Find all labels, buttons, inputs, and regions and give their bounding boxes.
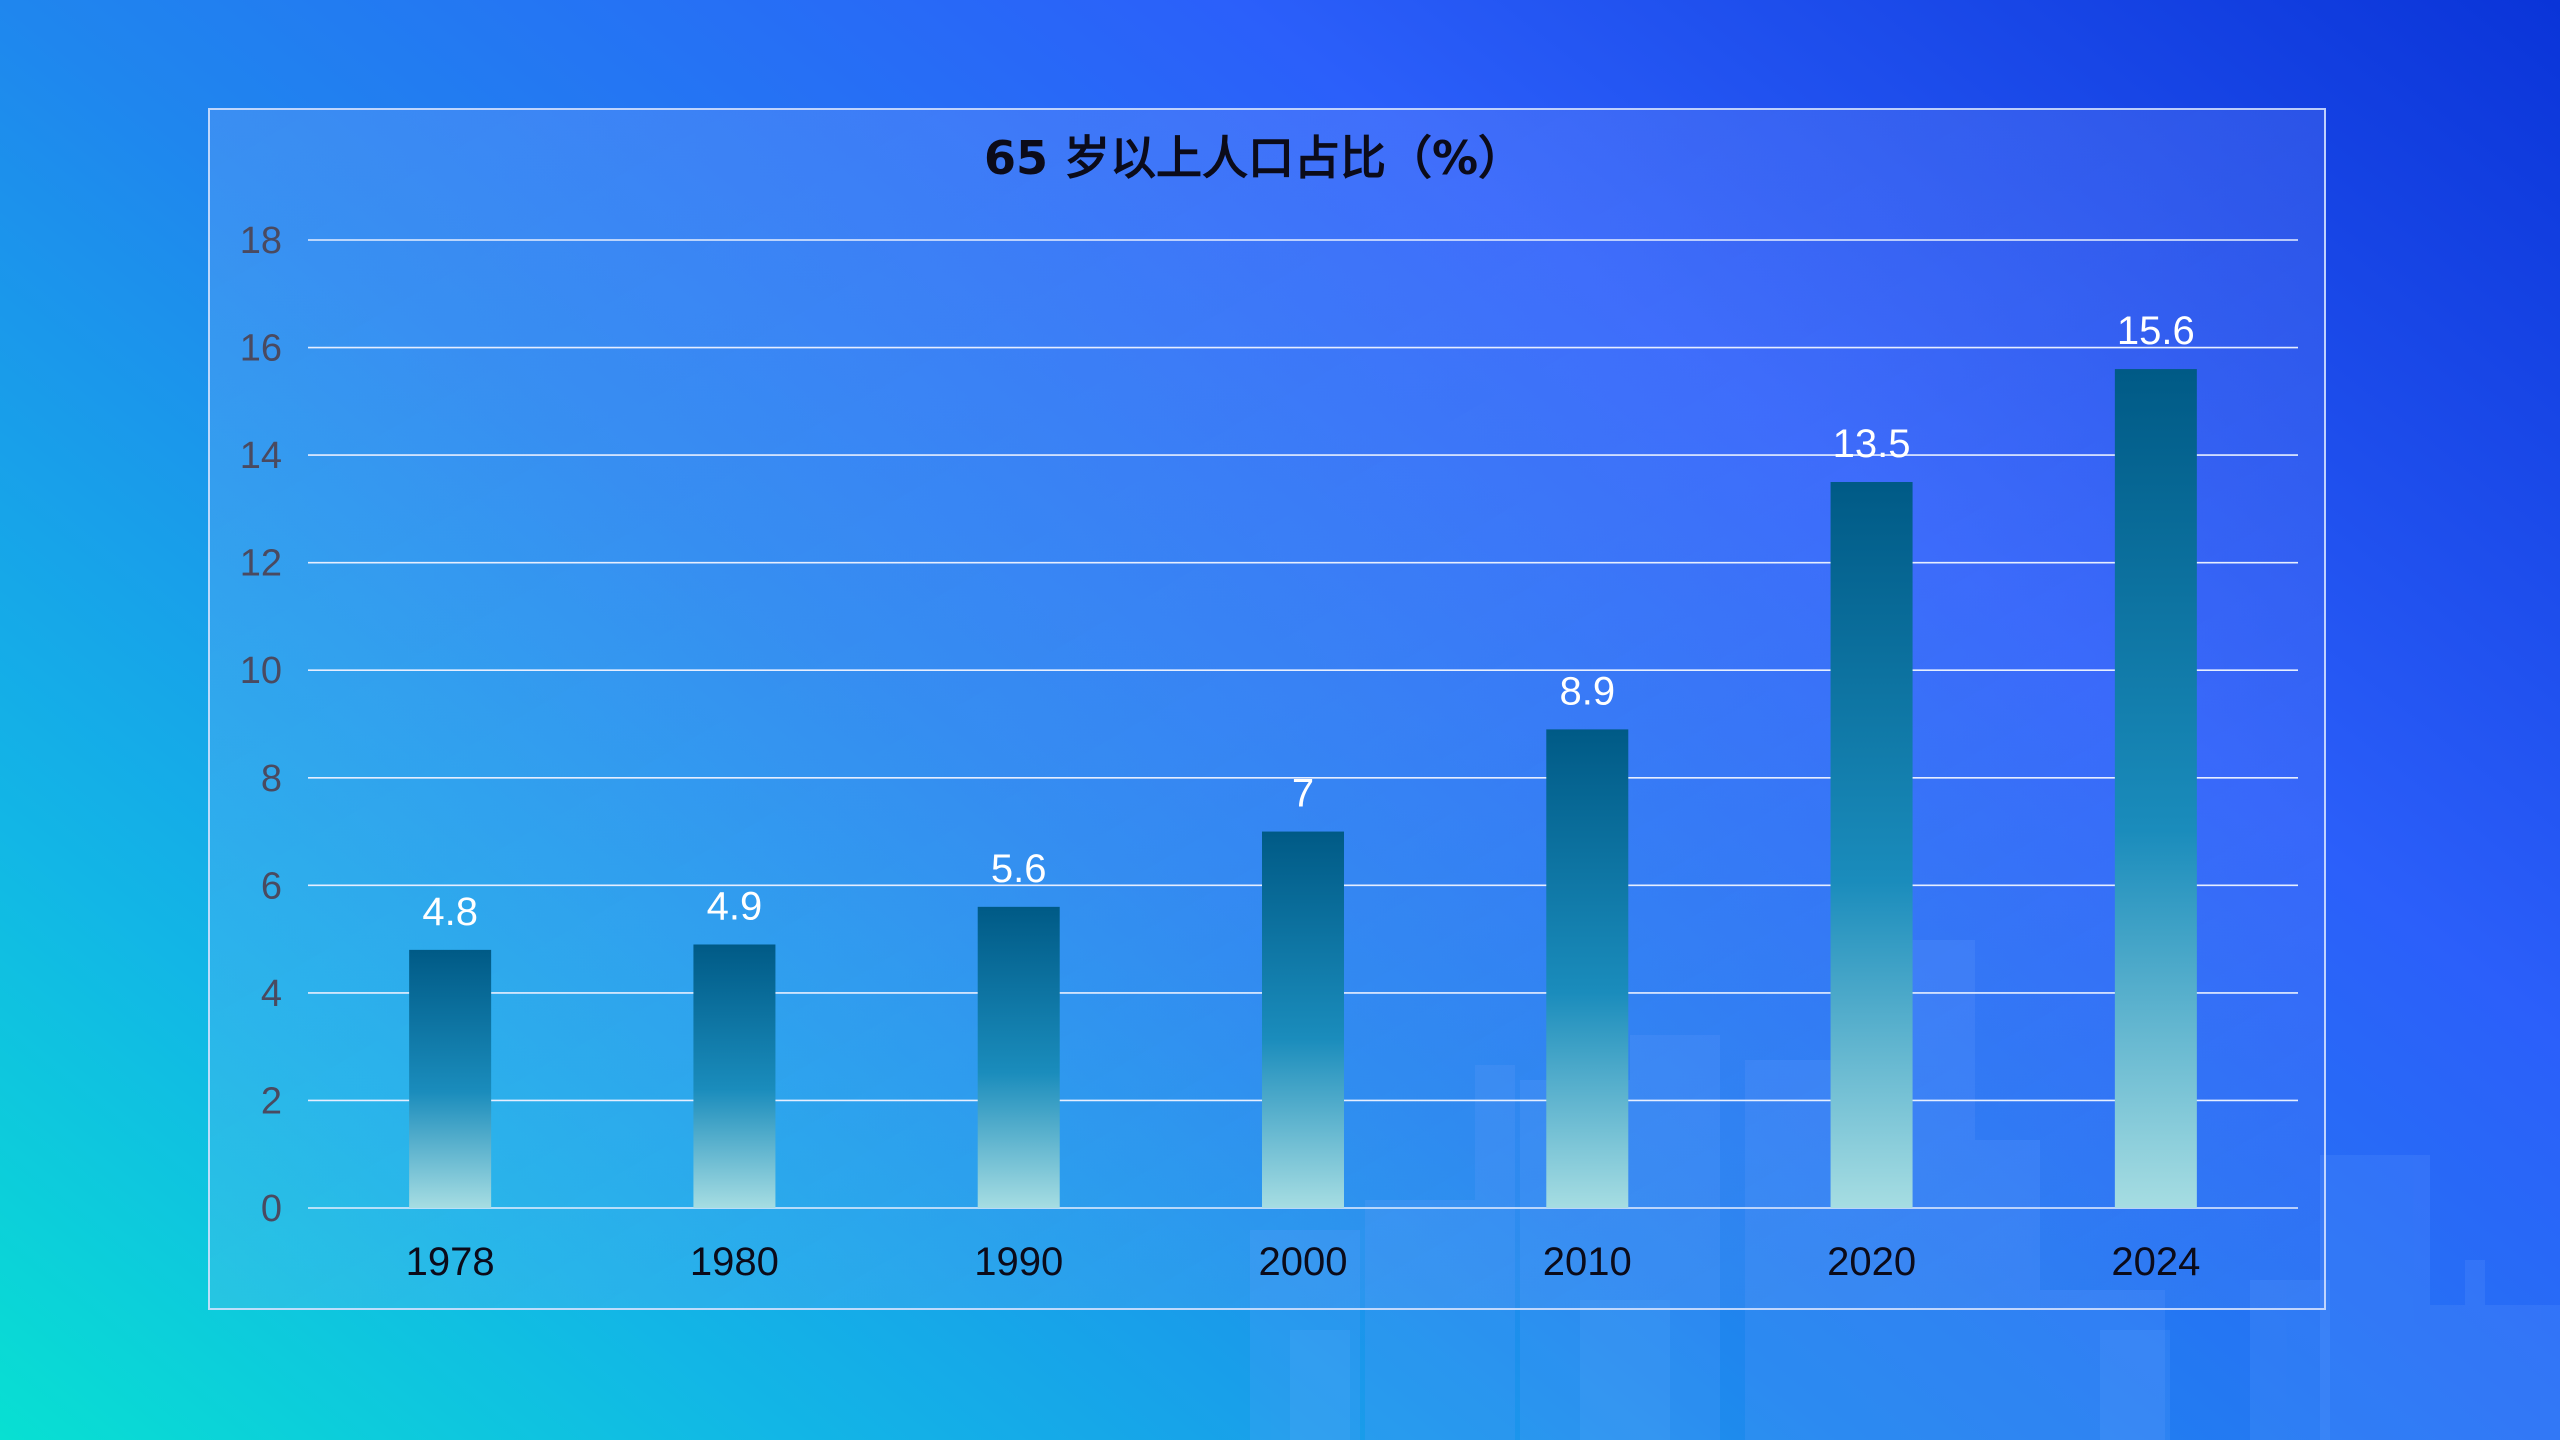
y-tick-label: 14	[240, 435, 282, 477]
y-tick-label: 4	[261, 973, 282, 1015]
x-tick-label: 2020	[1827, 1240, 1916, 1284]
bar-2024	[2114, 369, 2197, 1209]
x-tick-label: 2024	[2111, 1240, 2200, 1284]
x-tick-label: 1978	[406, 1240, 495, 1284]
y-axis-ticks: 0 2 4 6 8 10 12 14 16 18	[240, 220, 282, 1230]
bar-1980	[693, 944, 776, 1208]
x-tick-label: 1990	[974, 1240, 1063, 1284]
data-label: 13.5	[1833, 422, 1911, 466]
bars	[409, 369, 2197, 1209]
y-tick-label: 12	[240, 543, 282, 585]
y-tick-label: 2	[261, 1080, 282, 1122]
bar-2010	[1546, 729, 1629, 1208]
x-axis-ticks: 1978 1980 1990 2000 2010 2020 2024	[406, 1240, 2201, 1284]
x-tick-label: 2000	[1259, 1240, 1348, 1284]
y-tick-label: 0	[261, 1188, 282, 1230]
bar-1978	[409, 949, 492, 1208]
x-tick-label: 1980	[690, 1240, 779, 1284]
data-label: 15.6	[2117, 309, 2195, 353]
x-tick-label: 2010	[1543, 1240, 1632, 1284]
data-label: 5.6	[991, 847, 1047, 891]
y-tick-label: 6	[261, 865, 282, 907]
y-tick-label: 16	[240, 328, 282, 370]
chart-title: 65 岁以上人口占比（%）	[984, 131, 1524, 185]
data-labels: 4.8 4.9 5.6 7 8.9 13.5 15.6	[422, 309, 2194, 934]
bar-2000	[1262, 831, 1344, 1208]
y-tick-label: 8	[261, 758, 282, 800]
data-label: 4.8	[422, 890, 478, 934]
data-label: 7	[1292, 772, 1314, 816]
y-tick-label: 18	[240, 220, 282, 262]
bar-1990	[977, 906, 1060, 1208]
data-label: 4.9	[707, 884, 763, 928]
y-tick-label: 10	[240, 650, 282, 692]
bar-2020	[1830, 482, 1913, 1208]
data-label: 8.9	[1559, 669, 1615, 713]
